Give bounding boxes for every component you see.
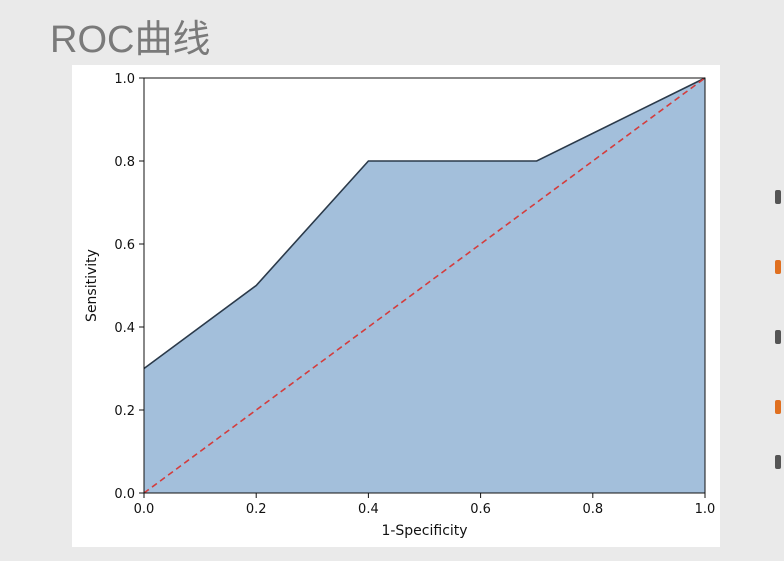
ticks-layer: 0.0 0.2 0.4 0.6 0.8 1.0 0.0 0.2 0.4 0.6 0.8 1.0 <box>114 72 715 517</box>
x-tick-label: 0.4 <box>358 502 379 517</box>
y-axis-label: Sensitivity <box>84 249 100 322</box>
roc-chart: 0.0 0.2 0.4 0.6 0.8 1.0 0.0 0.2 0.4 0.6 0.8 1.0 1-S… <box>84 72 715 539</box>
y-tick-label: 1.0 <box>114 72 135 87</box>
lines-layer <box>143 77 706 494</box>
x-tick-label: 0.8 <box>582 502 603 517</box>
y-tick-label: 0.4 <box>114 321 135 336</box>
y-tick-label: 0.8 <box>114 155 135 170</box>
slide-title: ROC曲线 <box>50 19 211 61</box>
x-tick-label: 0.2 <box>246 502 267 517</box>
y-tick-label: 0.0 <box>114 487 135 502</box>
cropped-text-fragment <box>775 260 781 274</box>
diagonal-reference-line <box>143 77 706 494</box>
x-tick-label: 0.6 <box>470 502 491 517</box>
cropped-text-fragment <box>775 455 781 469</box>
x-tick-label: 1.0 <box>695 502 716 517</box>
roc-chart-panel: 0.0 0.2 0.4 0.6 0.8 1.0 0.0 0.2 0.4 0.6 0.8 1.0 1-S… <box>72 65 720 547</box>
y-tick-label: 0.2 <box>114 404 135 419</box>
y-tick-label: 0.6 <box>114 238 135 253</box>
cropped-text-fragment <box>775 330 781 344</box>
x-axis-label: 1-Specificity <box>381 523 467 539</box>
roc-curve-line <box>143 77 706 370</box>
x-tick-label: 0.0 <box>134 502 155 517</box>
cropped-text-fragment <box>775 190 781 204</box>
cropped-text-fragments <box>775 190 784 480</box>
axes-frame <box>143 77 706 494</box>
cropped-text-fragment <box>775 400 781 414</box>
